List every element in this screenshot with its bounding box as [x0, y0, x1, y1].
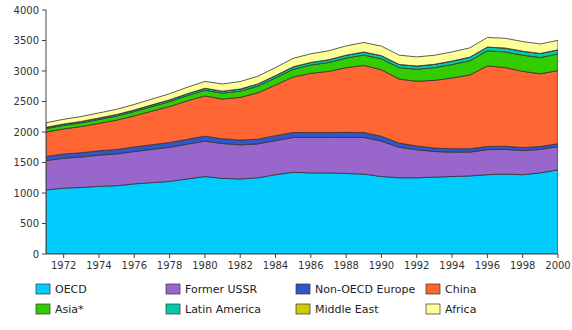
- y-tick: [42, 223, 46, 224]
- x-tick: [487, 254, 488, 258]
- legend-swatch: [296, 284, 310, 294]
- x-tick-label: 1978: [157, 260, 182, 271]
- x-tick-label: 1980: [192, 260, 217, 271]
- x-tick: [169, 254, 170, 258]
- legend-label: Former USSR: [185, 283, 258, 296]
- chart: 0 500 1000 1500 2000 2500 3000 3500 4000 1972 1974…: [0, 0, 572, 330]
- legend-label: Latin America: [185, 303, 261, 316]
- x-tick-label: 1992: [404, 260, 429, 271]
- legend-swatch: [36, 304, 50, 314]
- y-tick-label: 2500: [14, 96, 39, 107]
- x-tick: [416, 254, 417, 258]
- area: [46, 38, 558, 128]
- x-axis-line: [46, 254, 558, 255]
- x-tick-label: 1972: [51, 260, 76, 271]
- x-tick-label: 1998: [510, 260, 535, 271]
- x-tick: [275, 254, 276, 258]
- y-tick-label: 3500: [14, 35, 39, 46]
- legend-swatch: [166, 304, 180, 314]
- legend-swatch: [296, 304, 310, 314]
- x-tick-label: 1990: [369, 260, 394, 271]
- x-tick-label: 1976: [122, 260, 147, 271]
- y-tick-label: 1000: [14, 188, 39, 199]
- y-tick: [42, 254, 46, 255]
- y-tick: [42, 193, 46, 194]
- y-tick: [42, 10, 46, 11]
- x-tick-label: 1982: [227, 260, 252, 271]
- legend-swatch: [166, 284, 180, 294]
- x-tick: [346, 254, 347, 258]
- x-tick: [558, 254, 559, 258]
- legend-swatch: [426, 304, 440, 314]
- y-tick: [42, 162, 46, 163]
- y-tick: [42, 101, 46, 102]
- x-tick-label: 1986: [298, 260, 323, 271]
- y-tick-label: 4000: [14, 5, 39, 16]
- axes: 0 500 1000 1500 2000 2500 3000 3500 4000 1972 1974…: [14, 5, 571, 272]
- x-tick: [381, 254, 382, 258]
- legend-label: Asia*: [55, 303, 84, 316]
- x-tick: [310, 254, 311, 258]
- x-tick-label: 1984: [263, 260, 288, 271]
- legend-label: Middle East: [315, 303, 379, 316]
- y-tick-label: 0: [33, 249, 39, 260]
- x-tick: [452, 254, 453, 258]
- legend-label: OECD: [55, 283, 87, 296]
- x-tick-label: 2000: [545, 260, 570, 271]
- x-tick-label: 1996: [475, 260, 500, 271]
- areas: [46, 38, 558, 254]
- x-tick-label: 1994: [439, 260, 464, 271]
- x-tick: [204, 254, 205, 258]
- x-tick: [240, 254, 241, 258]
- y-tick-label: 2000: [14, 127, 39, 138]
- y-tick: [42, 132, 46, 133]
- x-tick-label: 1974: [86, 260, 111, 271]
- x-tick: [98, 254, 99, 258]
- legend-label: China: [445, 283, 476, 296]
- legend-swatch: [426, 284, 440, 294]
- x-tick: [63, 254, 64, 258]
- x-tick-label: 1988: [333, 260, 358, 271]
- legend-label: Non-OECD Europe: [315, 283, 415, 296]
- legend-label: Africa: [445, 303, 476, 316]
- y-tick-label: 1500: [14, 157, 39, 168]
- y-tick: [42, 40, 46, 41]
- x-tick: [522, 254, 523, 258]
- x-tick: [134, 254, 135, 258]
- y-tick-label: 3000: [14, 66, 39, 77]
- legend: OECD Former USSR Non-OECD Europe China Asia*…: [36, 283, 476, 316]
- y-tick-label: 500: [20, 218, 39, 229]
- legend-swatch: [36, 284, 50, 294]
- y-tick: [42, 71, 46, 72]
